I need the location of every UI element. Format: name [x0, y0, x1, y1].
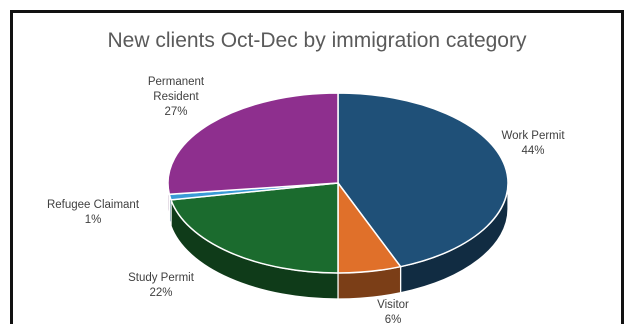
label-permanent-resident-name: Permanent Resident: [147, 76, 205, 103]
label-study-permit-pct: 22%: [149, 287, 173, 299]
label-refugee-claimant-name: Refugee Claimant: [46, 199, 140, 211]
pie-slice-work-permit: [337, 92, 509, 268]
label-work-permit-name: Work Permit: [501, 130, 565, 142]
label-study-permit-name: Study Permit: [128, 272, 194, 284]
label-work-permit-pct: 44%: [521, 145, 545, 157]
label-work-permit: Work Permit 44%: [483, 129, 583, 159]
label-refugee-claimant: Refugee Claimant 1%: [23, 198, 163, 228]
label-visitor: Visitor 6%: [353, 298, 433, 324]
pie-top: [167, 92, 509, 274]
pie-chart: [167, 92, 509, 300]
label-permanent-resident-pct: 27%: [164, 106, 188, 118]
chart-title: New clients Oct-Dec by immigration categ…: [107, 29, 527, 52]
label-study-permit: Study Permit 22%: [101, 271, 221, 301]
label-permanent-resident: Permanent Resident 27%: [121, 75, 231, 120]
pie-slice-permanent-resident: [167, 92, 339, 196]
label-visitor-name: Visitor: [377, 299, 409, 311]
pie-slice-study-permit: [169, 182, 339, 274]
label-refugee-claimant-pct: 1%: [84, 214, 102, 226]
chart-frame: New clients Oct-Dec by immigration categ…: [10, 10, 624, 324]
label-visitor-pct: 6%: [384, 314, 402, 324]
